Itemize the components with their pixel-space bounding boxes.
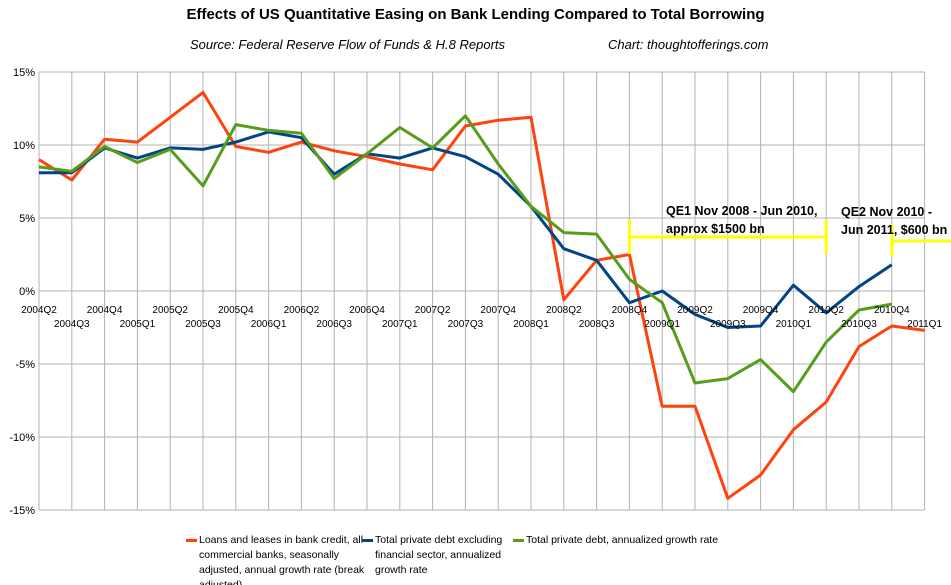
chart-subtitle: Source: Federal Reserve Flow of Funds & … [190, 37, 506, 52]
y-tick-label: -15% [9, 505, 35, 517]
legend-label: Total private debt excluding financial s… [375, 534, 503, 576]
y-tick-label: 15% [13, 67, 35, 79]
x-tick-label: 2005Q3 [185, 319, 221, 330]
x-tick-label: 2005Q2 [152, 305, 188, 316]
x-tick-label: 2008Q2 [546, 305, 582, 316]
qe2-annotation-text: Jun 2011, $600 bn [841, 223, 947, 237]
chart-title: Effects of US Quantitative Easing on Ban… [186, 6, 765, 23]
x-tick-label: 2011Q1 [907, 319, 942, 330]
x-tick-label: 2007Q3 [448, 319, 484, 330]
x-tick-label: 2007Q2 [415, 305, 451, 316]
x-tick-label: 2006Q2 [284, 305, 320, 316]
legend-item-loans: Loans and leases in bank credit, all com… [186, 533, 376, 585]
chart-credit: Chart: thoughtofferings.com [608, 37, 769, 52]
x-tick-label: 2009Q3 [710, 319, 746, 330]
x-tick-label: 2005Q4 [218, 305, 254, 316]
legend-item-nonfinancial: Total private debt excluding financial s… [362, 533, 512, 578]
x-tick-label: 2004Q2 [21, 305, 57, 316]
legend-swatch-blue [362, 539, 373, 542]
x-tick-label: 2008Q3 [579, 319, 615, 330]
x-tick-label: 2007Q1 [382, 319, 418, 330]
y-tick-label: -5% [15, 359, 35, 371]
x-tick-label: 2008Q1 [513, 319, 549, 330]
x-tick-label: 2009Q4 [743, 305, 779, 316]
legend-swatch-orange [186, 539, 197, 542]
x-tick-label: 2006Q3 [316, 319, 352, 330]
qe2-annotation-text: QE2 Nov 2010 - [841, 205, 932, 219]
x-tick-label: 2006Q4 [349, 305, 385, 316]
x-tick-label: 2009Q2 [677, 305, 713, 316]
x-tick-label: 2005Q1 [120, 319, 156, 330]
qe1-annotation-text: QE1 Nov 2008 - Jun 2010, [666, 204, 817, 218]
qe1-annotation-text: approx $1500 bn [666, 222, 765, 236]
y-tick-label: 5% [19, 213, 35, 225]
series-line-2 [38, 114, 893, 394]
series-line-0 [38, 90, 925, 500]
y-tick-label: 0% [19, 286, 35, 298]
legend-swatch-green [513, 539, 524, 542]
x-tick-label: 2006Q1 [251, 319, 287, 330]
legend-label: Loans and leases in bank credit, all com… [199, 534, 365, 585]
x-tick-label: 2007Q4 [480, 305, 516, 316]
legend-item-total: Total private debt, annualized growth ra… [513, 533, 793, 548]
x-tick-label: 2010Q2 [808, 305, 844, 316]
x-tick-label: 2010Q4 [874, 305, 910, 316]
x-tick-label: 2008Q4 [612, 305, 648, 316]
y-tick-label: -10% [9, 432, 35, 444]
series-line-1 [39, 130, 893, 329]
x-tick-label: 2010Q1 [776, 319, 812, 330]
x-tick-label: 2010Q3 [841, 319, 877, 330]
legend-label: Total private debt, annualized growth ra… [526, 534, 719, 546]
x-tick-label: 2009Q1 [644, 319, 680, 330]
y-tick-label: 10% [13, 140, 35, 152]
x-tick-label: 2004Q4 [87, 305, 123, 316]
x-tick-label: 2004Q3 [54, 319, 90, 330]
